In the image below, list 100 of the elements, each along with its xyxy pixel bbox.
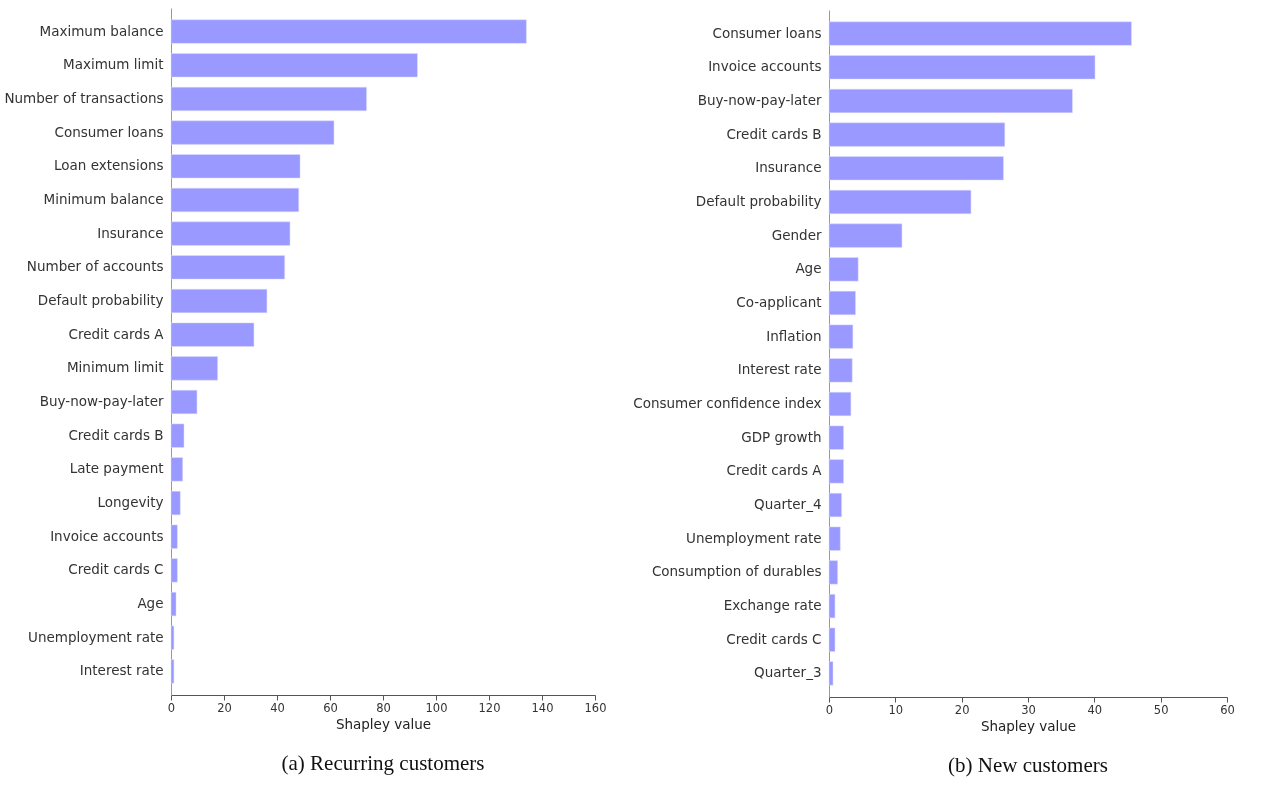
x-tick-label: 60 — [1220, 702, 1235, 717]
bar — [828, 459, 844, 484]
y-tick-label: Invoice accounts — [50, 527, 164, 544]
x-tick-label: 140 — [531, 700, 554, 715]
text: (b) New customers — [948, 753, 1108, 777]
bar — [170, 491, 181, 516]
y-tick-label: Co-applicant — [736, 293, 822, 310]
bar — [828, 88, 1073, 113]
bar — [828, 21, 1132, 46]
y-tick-label: Loan extensions — [53, 157, 164, 174]
bar — [828, 358, 853, 383]
y-tick-label: Number of accounts — [26, 258, 164, 275]
x-tick-label: 0 — [825, 702, 834, 717]
x-axis-title: Shapley value — [335, 716, 432, 732]
y-tick-label: Consumption of durables — [651, 563, 822, 580]
bar — [170, 154, 301, 179]
x-axis-title: Shapley value — [980, 718, 1077, 734]
bar — [170, 356, 218, 381]
bar — [170, 625, 175, 650]
x-tick-label: 30 — [1021, 702, 1036, 717]
y-tick-label: Age — [795, 260, 822, 277]
x-tick-label: 60 — [323, 700, 338, 715]
y-tick-label: Exchange rate — [723, 597, 822, 614]
y-tick-label: Buy-now-pay-later — [39, 393, 164, 410]
bar — [170, 53, 418, 78]
x-tick-label: 40 — [1087, 702, 1103, 717]
y-tick-label: Longevity — [97, 494, 164, 511]
y-tick-label: Quarter_4 — [754, 496, 822, 513]
bar — [828, 493, 842, 518]
x-tick-label: 160 — [584, 700, 607, 715]
x-tick-label: 100 — [425, 700, 448, 715]
x-tick-label: 0 — [167, 700, 176, 715]
y-tick-label: Late payment — [69, 460, 164, 477]
bar — [828, 156, 1004, 181]
x-tick-label: 10 — [888, 702, 904, 717]
bar — [170, 659, 175, 684]
y-tick-label: Consumer loans — [54, 123, 164, 140]
text: (a) Recurring customers — [281, 751, 485, 775]
bar — [828, 391, 852, 417]
y-tick-label: Unemployment rate — [686, 529, 822, 546]
bar — [170, 592, 177, 617]
x-tick-label: 50 — [1153, 702, 1169, 717]
bar — [828, 223, 903, 248]
bar — [170, 457, 183, 482]
bar — [170, 322, 255, 347]
bar — [828, 290, 856, 316]
bar — [170, 255, 285, 280]
bar — [828, 526, 841, 551]
bar — [170, 221, 291, 246]
y-tick-label: Unemployment rate — [28, 628, 164, 645]
y-tick-label: Interest rate — [79, 662, 164, 679]
x-tick-label: 20 — [954, 702, 970, 717]
x-tick-label: 120 — [478, 700, 501, 715]
y-tick-label: Insurance — [97, 224, 164, 241]
y-tick-label: Quarter_3 — [754, 664, 822, 681]
bar — [170, 288, 268, 314]
bar — [170, 187, 299, 212]
y-tick-label: Interest rate — [737, 361, 822, 378]
y-tick-label: Credit cards B — [726, 125, 822, 142]
bar — [170, 19, 527, 44]
y-tick-label: Maximum limit — [62, 56, 164, 73]
bar — [828, 324, 854, 349]
y-tick-label: Credit cards A — [68, 325, 165, 342]
bar — [170, 423, 185, 448]
bar — [170, 558, 178, 583]
y-tick-label: Invoice accounts — [708, 58, 822, 75]
y-tick-label: GDP growth — [741, 428, 822, 445]
y-tick-label: Credit cards C — [68, 561, 164, 578]
bar — [828, 425, 844, 450]
y-tick-label: Consumer confidence index — [633, 395, 822, 412]
y-tick-label: Insurance — [755, 159, 822, 176]
bar — [828, 661, 834, 686]
y-tick-label: Minimum limit — [66, 359, 164, 376]
bar — [170, 120, 335, 145]
x-tick-label: 40 — [270, 700, 285, 715]
y-tick-label: Inflation — [766, 327, 822, 344]
y-tick-label: Age — [137, 595, 164, 612]
bar — [170, 389, 198, 415]
y-tick-label: Maximum balance — [39, 22, 164, 39]
y-tick-label: Default probability — [695, 192, 822, 209]
bar — [828, 257, 859, 282]
bar — [170, 524, 178, 549]
bar — [170, 86, 367, 111]
y-tick-label: Minimum balance — [43, 190, 164, 207]
y-tick-label: Number of transactions — [4, 89, 164, 106]
bar — [828, 122, 1006, 147]
y-tick-label: Gender — [771, 226, 822, 243]
bar — [828, 560, 838, 585]
bar — [828, 594, 836, 619]
bar — [828, 55, 1096, 80]
y-tick-label: Buy-now-pay-later — [697, 91, 822, 108]
x-tick-label: 20 — [217, 700, 232, 715]
x-tick-label: 80 — [376, 700, 391, 715]
y-tick-label: Default probability — [37, 291, 164, 308]
y-tick-label: Credit cards C — [726, 630, 822, 647]
y-tick-label: Credit cards A — [726, 462, 823, 479]
y-tick-label: Credit cards B — [68, 426, 164, 443]
y-tick-label: Consumer loans — [712, 24, 822, 41]
bar — [828, 627, 836, 652]
bar — [828, 189, 972, 214]
